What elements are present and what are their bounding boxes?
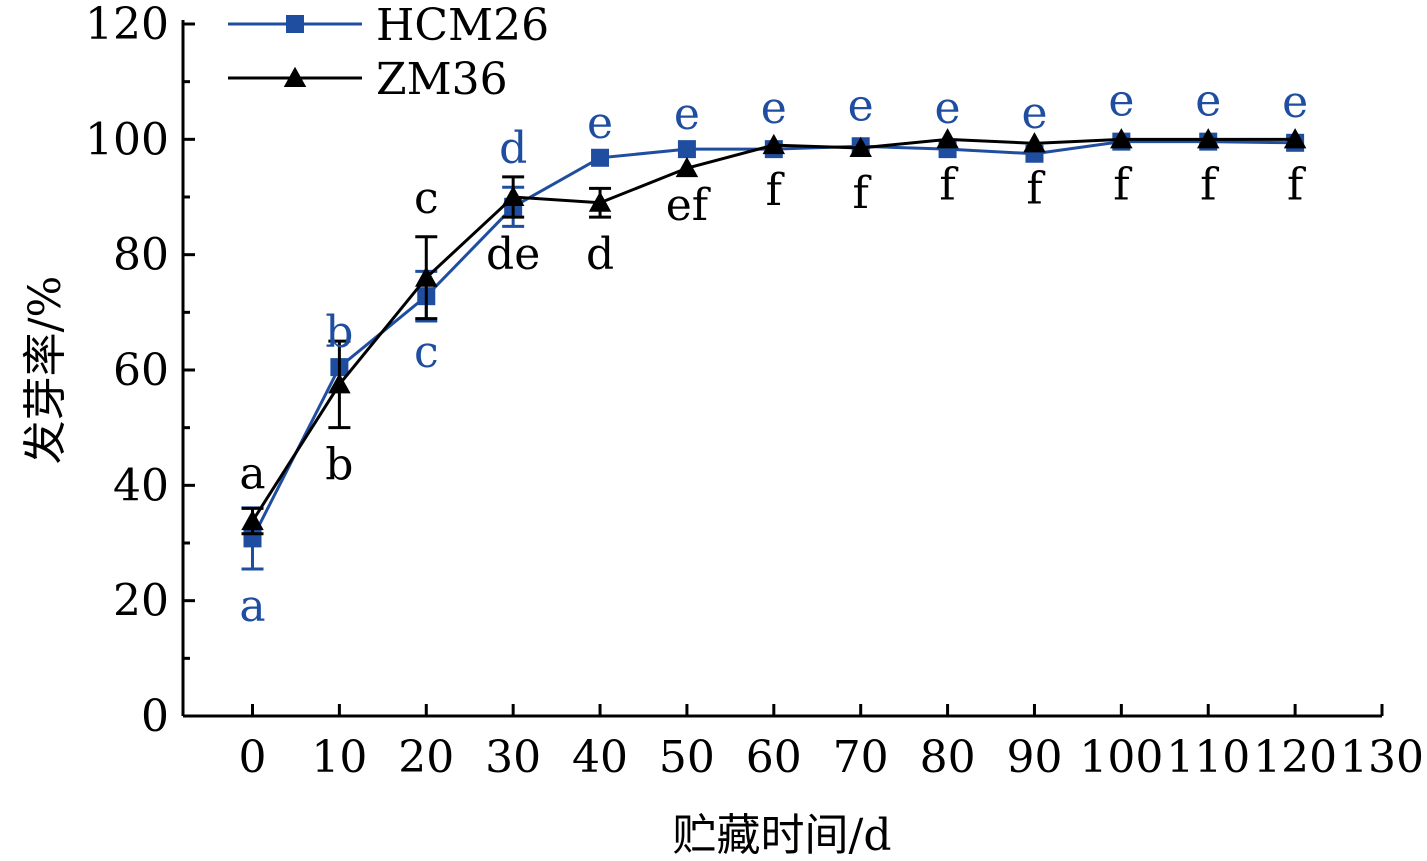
letter-zm36: a (239, 448, 265, 499)
y-tick-label: 120 (85, 0, 169, 50)
x-tick-label: 20 (398, 732, 454, 783)
y-tick-label: 60 (113, 345, 169, 396)
letter-hcm26: e (587, 98, 613, 149)
data-point (415, 266, 438, 287)
x-tick-label: 30 (485, 732, 541, 783)
x-tick-label: 120 (1253, 732, 1337, 783)
letter-hcm26: e (848, 80, 874, 131)
data-point (1196, 128, 1220, 149)
data-point (591, 148, 610, 167)
data-point (1110, 128, 1133, 149)
letter-zm36: c (414, 173, 439, 224)
letter-hcm26: e (935, 83, 961, 134)
data-point (677, 140, 696, 159)
letter-hcm26: b (325, 307, 353, 358)
series-zm36 (241, 128, 1307, 536)
letter-zm36: f (1113, 159, 1132, 210)
letter-zm36: f (766, 165, 785, 216)
y-tick-label: 0 (141, 691, 169, 742)
data-point (1023, 132, 1046, 153)
x-tick-label: 10 (311, 732, 367, 783)
legend-label: HCM26 (376, 0, 549, 51)
x-tick-label: 60 (746, 732, 802, 783)
x-tick-label: 80 (920, 732, 976, 783)
letter-zm36: d (586, 229, 614, 280)
letter-zm36: ef (666, 180, 711, 231)
data-point (762, 133, 786, 155)
x-tick-label: 100 (1079, 732, 1163, 783)
letter-hcm26: e (761, 83, 787, 134)
x-tick-label: 0 (239, 732, 267, 783)
letter-zm36: f (939, 159, 958, 210)
letter-zm36: de (486, 229, 540, 280)
x-tick-label: 110 (1166, 732, 1250, 783)
data-point (849, 136, 872, 157)
letter-hcm26: c (414, 327, 439, 378)
x-axis-label: 贮藏时间/d (673, 810, 892, 861)
letter-hcm26: e (1195, 76, 1221, 127)
letter-zm36: f (1200, 159, 1219, 210)
x-tick-label: 70 (833, 732, 889, 783)
y-tick-label: 20 (113, 576, 169, 627)
y-tick-label: 80 (113, 230, 169, 281)
x-tick-label: 90 (1006, 732, 1062, 783)
data-point (936, 128, 959, 149)
legend-marker (286, 15, 304, 33)
letter-hcm26: e (1282, 77, 1308, 128)
legend-label: ZM36 (376, 54, 508, 105)
x-tick-label: 50 (659, 732, 715, 783)
letter-zm36: b (325, 440, 353, 491)
data-point (588, 191, 612, 212)
x-tick-label: 130 (1340, 732, 1424, 783)
letter-hcm26: e (1108, 76, 1134, 127)
data-point (501, 185, 525, 206)
letter-hcm26: e (674, 89, 700, 140)
data-point (1283, 128, 1307, 149)
data-point (328, 373, 351, 394)
legend-marker (283, 66, 307, 87)
data-point (241, 509, 264, 531)
letter-hcm26: d (499, 123, 527, 174)
letter-zm36: f (1026, 163, 1045, 214)
y-tick-label: 40 (113, 460, 169, 511)
letter-hcm26: e (1021, 88, 1047, 139)
y-axis-label: 发芽率/% (20, 276, 71, 465)
data-point (675, 156, 699, 178)
letter-zm36: f (853, 168, 872, 219)
letter-zm36: f (1287, 159, 1306, 210)
x-tick-label: 40 (572, 732, 628, 783)
y-tick-label: 100 (85, 114, 169, 165)
series-layer (241, 128, 1307, 571)
letter-hcm26: a (239, 581, 265, 632)
